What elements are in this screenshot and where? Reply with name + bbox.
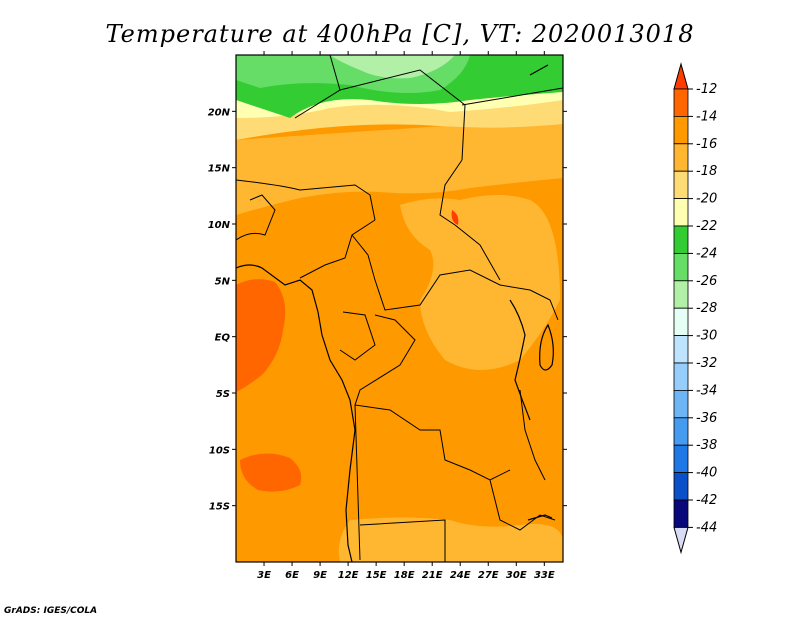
colorbar-label: -44 [696, 520, 717, 535]
patch-minus18-central [400, 195, 560, 370]
lon-tick-label: 18E [394, 570, 415, 581]
lon-tick-label: 6E [285, 570, 299, 581]
lat-tick-label: 15S [209, 502, 230, 513]
colorbar-segment [673, 472, 689, 501]
colorbar-label: -26 [696, 274, 717, 289]
colorbar-segment [673, 116, 689, 145]
patch-minus18-south [338, 517, 563, 562]
lat-tick-label: 20N [208, 107, 231, 118]
colorbar-segment [673, 389, 689, 419]
lon-tick-label: 3E [257, 570, 271, 581]
colorbar-label: -20 [696, 192, 717, 207]
colorbar-label: -42 [696, 493, 717, 508]
map-frame [235, 54, 564, 563]
colorbar-label: -38 [696, 438, 717, 453]
colorbar-segment [673, 499, 689, 528]
lon-tick-label: 30E [506, 570, 527, 581]
longitude-axis: 3E 6E 9E 12E 15E 18E 21E 24E 27E 30E 33E [257, 51, 555, 581]
colorbar-segment [673, 444, 689, 474]
colorbar-label: -36 [696, 411, 717, 426]
patch-minus12 [451, 210, 459, 225]
colorbar-label: -24 [696, 246, 717, 261]
colorbar-label: -18 [696, 164, 717, 179]
colorbar-label: -28 [696, 301, 717, 316]
colorbar-segment [673, 143, 689, 172]
colorbar-segment [673, 335, 689, 364]
country-borders [236, 55, 563, 562]
patch-minus14-southwest [240, 453, 302, 492]
colorbar-segment [673, 362, 689, 391]
lon-tick-label: 27E [478, 570, 499, 581]
lat-tick-label: 5S [216, 389, 230, 400]
patch-minus14-west [236, 279, 286, 392]
colorbar-label: -22 [696, 219, 717, 234]
colorbar-label: -12 [696, 82, 717, 97]
lon-tick-label: 21E [422, 570, 443, 581]
map-title: Temperature at 400hPa [C], VT: 202001301… [106, 20, 695, 48]
colorbar: -12 -14 -16 -18 -20 -22 -24 -26 -28 -30 -32 -34 -36 -… [673, 62, 717, 555]
colorbar-label: -16 [696, 137, 717, 152]
colorbar-segment [673, 225, 689, 254]
colorbar-top-arrow [673, 62, 689, 90]
temperature-field [236, 55, 563, 562]
colorbar-segment [673, 280, 689, 309]
latitude-axis: 20N 15N 10N 5N EQ 5S 10S 15S [208, 107, 567, 513]
colorbar-label: -34 [696, 383, 717, 398]
colorbar-bottom-arrow [673, 526, 689, 555]
colorbar-segment [673, 252, 689, 282]
colorbar-segment [673, 307, 689, 337]
colorbar-label: -32 [696, 356, 717, 371]
lat-tick-label: 5N [215, 276, 231, 287]
colorbar-segment [673, 170, 689, 199]
lon-tick-label: 24E [450, 570, 471, 581]
colorbar-label: -40 [696, 466, 717, 481]
lon-tick-label: 33E [534, 570, 555, 581]
colorbar-segment [673, 198, 689, 227]
coastlines [236, 64, 554, 562]
lon-tick-label: 9E [313, 570, 327, 581]
lon-tick-label: 12E [338, 570, 359, 581]
colorbar-label: -14 [696, 109, 717, 124]
colorbar-label: -30 [696, 329, 717, 344]
band-minus18-north [236, 118, 563, 215]
lat-tick-label: 15N [208, 164, 231, 175]
lat-tick-label: 10S [209, 445, 230, 456]
colorbar-segment [673, 88, 689, 117]
grads-credit: GrADS: IGES/COLA [4, 606, 97, 616]
lat-tick-label: 10N [208, 220, 231, 231]
colorbar-segment [673, 417, 689, 446]
lon-tick-label: 15E [366, 570, 387, 581]
lat-tick-label: EQ [215, 333, 231, 344]
